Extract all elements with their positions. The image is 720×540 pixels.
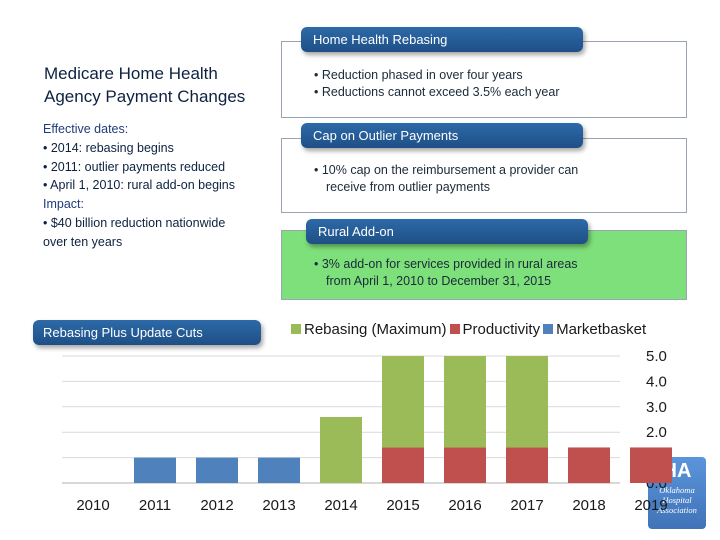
bar-rebasing-maximum-2015 bbox=[382, 356, 424, 448]
bar-productivity-2019 bbox=[630, 447, 672, 483]
legend-label-rebasing: Rebasing (Maximum) bbox=[304, 321, 447, 338]
x-tick-label: 2018 bbox=[572, 497, 605, 514]
legend-swatch-rebasing bbox=[291, 324, 301, 334]
bar-marketbasket-2012 bbox=[196, 457, 238, 483]
effective-dates-label: Effective dates: bbox=[43, 122, 129, 136]
effective-item-2: • 2011: outlier payments reduced bbox=[43, 159, 226, 174]
bar-marketbasket-2011 bbox=[134, 457, 176, 483]
page-title: Medicare Home Health Agency Payment Chan… bbox=[44, 62, 294, 108]
impact-label: Impact: bbox=[43, 197, 84, 212]
effective-item-1: • 2014: rebasing begins bbox=[43, 140, 174, 155]
rural-line-1: • 3% add-on for services provided in rur… bbox=[314, 257, 578, 271]
rebasing-box: • Reduction phased in over four years • … bbox=[281, 41, 687, 118]
legend-swatch-productivity bbox=[449, 324, 460, 334]
bar-marketbasket-2013 bbox=[258, 457, 300, 483]
x-tick-label: 2016 bbox=[448, 497, 481, 514]
chart-legend: Rebasing (Maximum) Productivity Marketbask… bbox=[290, 321, 648, 338]
outlier-line-2: receive from outlier payments bbox=[326, 180, 490, 194]
bar-productivity-2017 bbox=[506, 447, 548, 483]
bar-rebasing-maximum-2014 bbox=[320, 416, 362, 483]
details-block: Effective dates: • 2014: rebasing begins… bbox=[43, 120, 283, 252]
outlier-title: Cap on Outlier Payments bbox=[313, 128, 459, 143]
chart-pill-label: Rebasing Plus Update Cuts bbox=[43, 325, 203, 340]
legend-item-rebasing: Rebasing (Maximum) bbox=[290, 321, 447, 338]
x-tick-label: 2019 bbox=[634, 497, 667, 514]
chart-title-pill: Rebasing Plus Update Cuts bbox=[33, 320, 261, 345]
bar-productivity-2016 bbox=[444, 447, 486, 483]
x-tick-label: 2012 bbox=[200, 497, 233, 514]
rebasing-line-1: • Reduction phased in over four years bbox=[314, 68, 523, 82]
effective-item-3: • April 1, 2010: rural add-on begins bbox=[43, 178, 235, 193]
rural-line-2: from April 1, 2010 to December 31, 2015 bbox=[326, 274, 552, 288]
bar-rebasing-maximum-2017 bbox=[506, 356, 548, 448]
outlier-title-pill: Cap on Outlier Payments bbox=[301, 123, 583, 148]
x-tick-label: 2017 bbox=[510, 497, 543, 514]
x-tick-label: 2011 bbox=[139, 497, 171, 514]
legend-label-productivity: Productivity bbox=[462, 321, 541, 338]
logo-line-3: Association bbox=[657, 505, 697, 515]
y-tick-label: 4.0 bbox=[646, 373, 667, 390]
logo-line-1: Oklahoma bbox=[659, 485, 695, 495]
x-tick-label: 2010 bbox=[76, 497, 109, 514]
title-line-1: Medicare Home Health bbox=[44, 64, 218, 83]
y-tick-label: 5.0 bbox=[646, 348, 667, 365]
legend-label-marketbasket: Marketbasket bbox=[556, 321, 647, 338]
impact-line-1: • $40 billion reduction nationwide bbox=[43, 215, 226, 230]
rebasing-title: Home Health Rebasing bbox=[313, 32, 448, 47]
bar-productivity-2018 bbox=[568, 447, 610, 483]
legend-swatch-marketbasket bbox=[543, 324, 554, 334]
legend-item-productivity: Productivity bbox=[449, 321, 541, 338]
x-tick-label: 2014 bbox=[324, 497, 357, 514]
bar-productivity-2015 bbox=[382, 447, 424, 483]
x-tick-label: 2013 bbox=[262, 497, 295, 514]
rural-title: Rural Add-on bbox=[318, 224, 394, 239]
impact-line-2: over ten years bbox=[43, 234, 123, 249]
rebasing-line-2: • Reductions cannot exceed 3.5% each yea… bbox=[314, 85, 560, 99]
logo-line-2: Hospital bbox=[662, 495, 692, 505]
rural-title-pill: Rural Add-on bbox=[306, 219, 588, 244]
y-tick-label: 2.0 bbox=[646, 424, 667, 441]
x-tick-label: 2015 bbox=[386, 497, 419, 514]
legend-item-marketbasket: Marketbasket bbox=[542, 321, 646, 338]
rebasing-title-pill: Home Health Rebasing bbox=[301, 27, 583, 52]
bar-rebasing-maximum-2016 bbox=[444, 356, 486, 448]
y-tick-label: 3.0 bbox=[646, 399, 667, 416]
hospital-association-logo: HA Oklahoma Hospital Association bbox=[648, 457, 706, 529]
outlier-line-1: • 10% cap on the reimbursement a provide… bbox=[314, 163, 579, 177]
title-line-2: Agency Payment Changes bbox=[44, 87, 246, 106]
